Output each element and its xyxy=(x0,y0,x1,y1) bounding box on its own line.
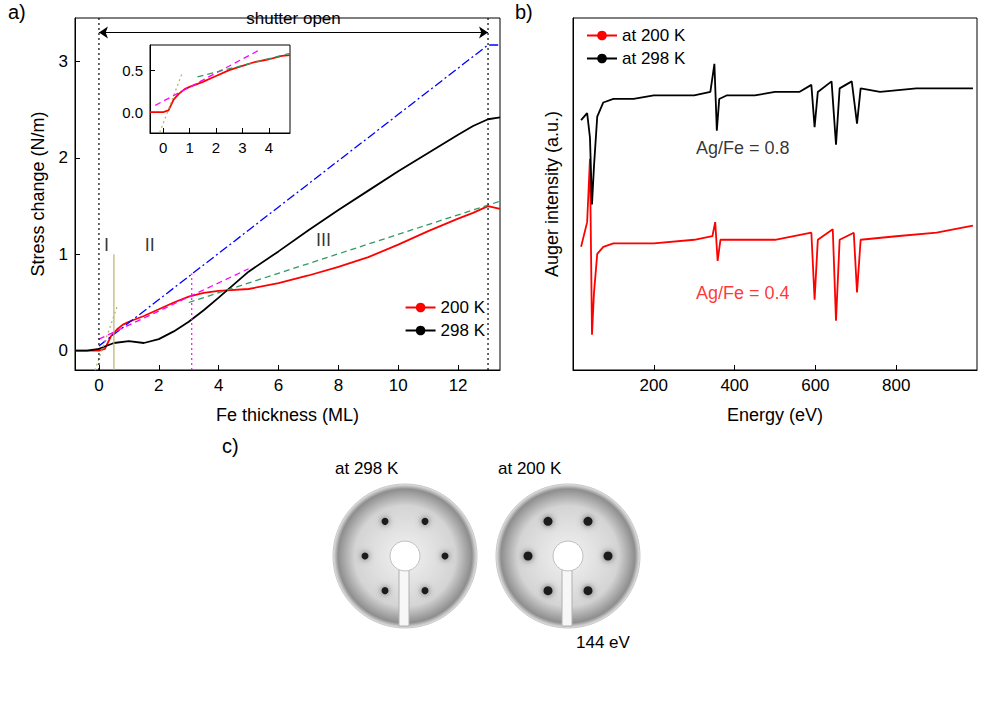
svg-text:Fe thickness (ML): Fe thickness (ML) xyxy=(216,405,359,425)
svg-text:400: 400 xyxy=(720,376,748,395)
svg-text:0: 0 xyxy=(159,139,167,156)
svg-text:12: 12 xyxy=(449,376,468,395)
svg-text:c): c) xyxy=(222,435,239,457)
svg-text:10: 10 xyxy=(389,376,408,395)
svg-text:2: 2 xyxy=(154,376,163,395)
svg-text:Ag/Fe = 0.8: Ag/Fe = 0.8 xyxy=(696,138,790,158)
svg-text:II: II xyxy=(145,235,155,255)
svg-text:at 298 K: at 298 K xyxy=(335,459,399,478)
svg-text:Auger intensity (a.u.): Auger intensity (a.u.) xyxy=(542,111,562,277)
svg-text:0.5: 0.5 xyxy=(122,62,143,79)
svg-text:8: 8 xyxy=(334,376,343,395)
svg-text:200 K: 200 K xyxy=(441,298,486,317)
svg-text:0.0: 0.0 xyxy=(122,104,143,121)
svg-text:a): a) xyxy=(8,1,26,23)
svg-text:shutter open: shutter open xyxy=(246,9,341,28)
svg-text:at 200 K: at 200 K xyxy=(622,26,686,45)
svg-text:1: 1 xyxy=(185,139,193,156)
svg-text:0: 0 xyxy=(94,376,103,395)
svg-text:200: 200 xyxy=(640,376,668,395)
svg-text:at 200 K: at 200 K xyxy=(498,459,562,478)
svg-text:1: 1 xyxy=(59,245,68,264)
svg-text:I: I xyxy=(104,235,109,255)
svg-text:2: 2 xyxy=(212,139,220,156)
svg-text:3: 3 xyxy=(59,52,68,71)
svg-text:4: 4 xyxy=(214,376,223,395)
svg-text:3: 3 xyxy=(238,139,246,156)
svg-text:298 K: 298 K xyxy=(441,321,486,340)
svg-text:144 eV: 144 eV xyxy=(576,633,631,652)
svg-text:4: 4 xyxy=(265,139,273,156)
svg-text:Stress change (N/m): Stress change (N/m) xyxy=(28,111,48,276)
svg-text:800: 800 xyxy=(882,376,910,395)
svg-text:0: 0 xyxy=(59,341,68,360)
svg-text:b): b) xyxy=(515,1,533,23)
svg-text:2: 2 xyxy=(59,148,68,167)
svg-text:at 298 K: at 298 K xyxy=(622,49,686,68)
svg-text:Ag/Fe = 0.4: Ag/Fe = 0.4 xyxy=(696,283,790,303)
svg-text:III: III xyxy=(316,230,331,250)
svg-text:Energy (eV): Energy (eV) xyxy=(727,405,823,425)
svg-text:6: 6 xyxy=(274,376,283,395)
svg-text:600: 600 xyxy=(801,376,829,395)
